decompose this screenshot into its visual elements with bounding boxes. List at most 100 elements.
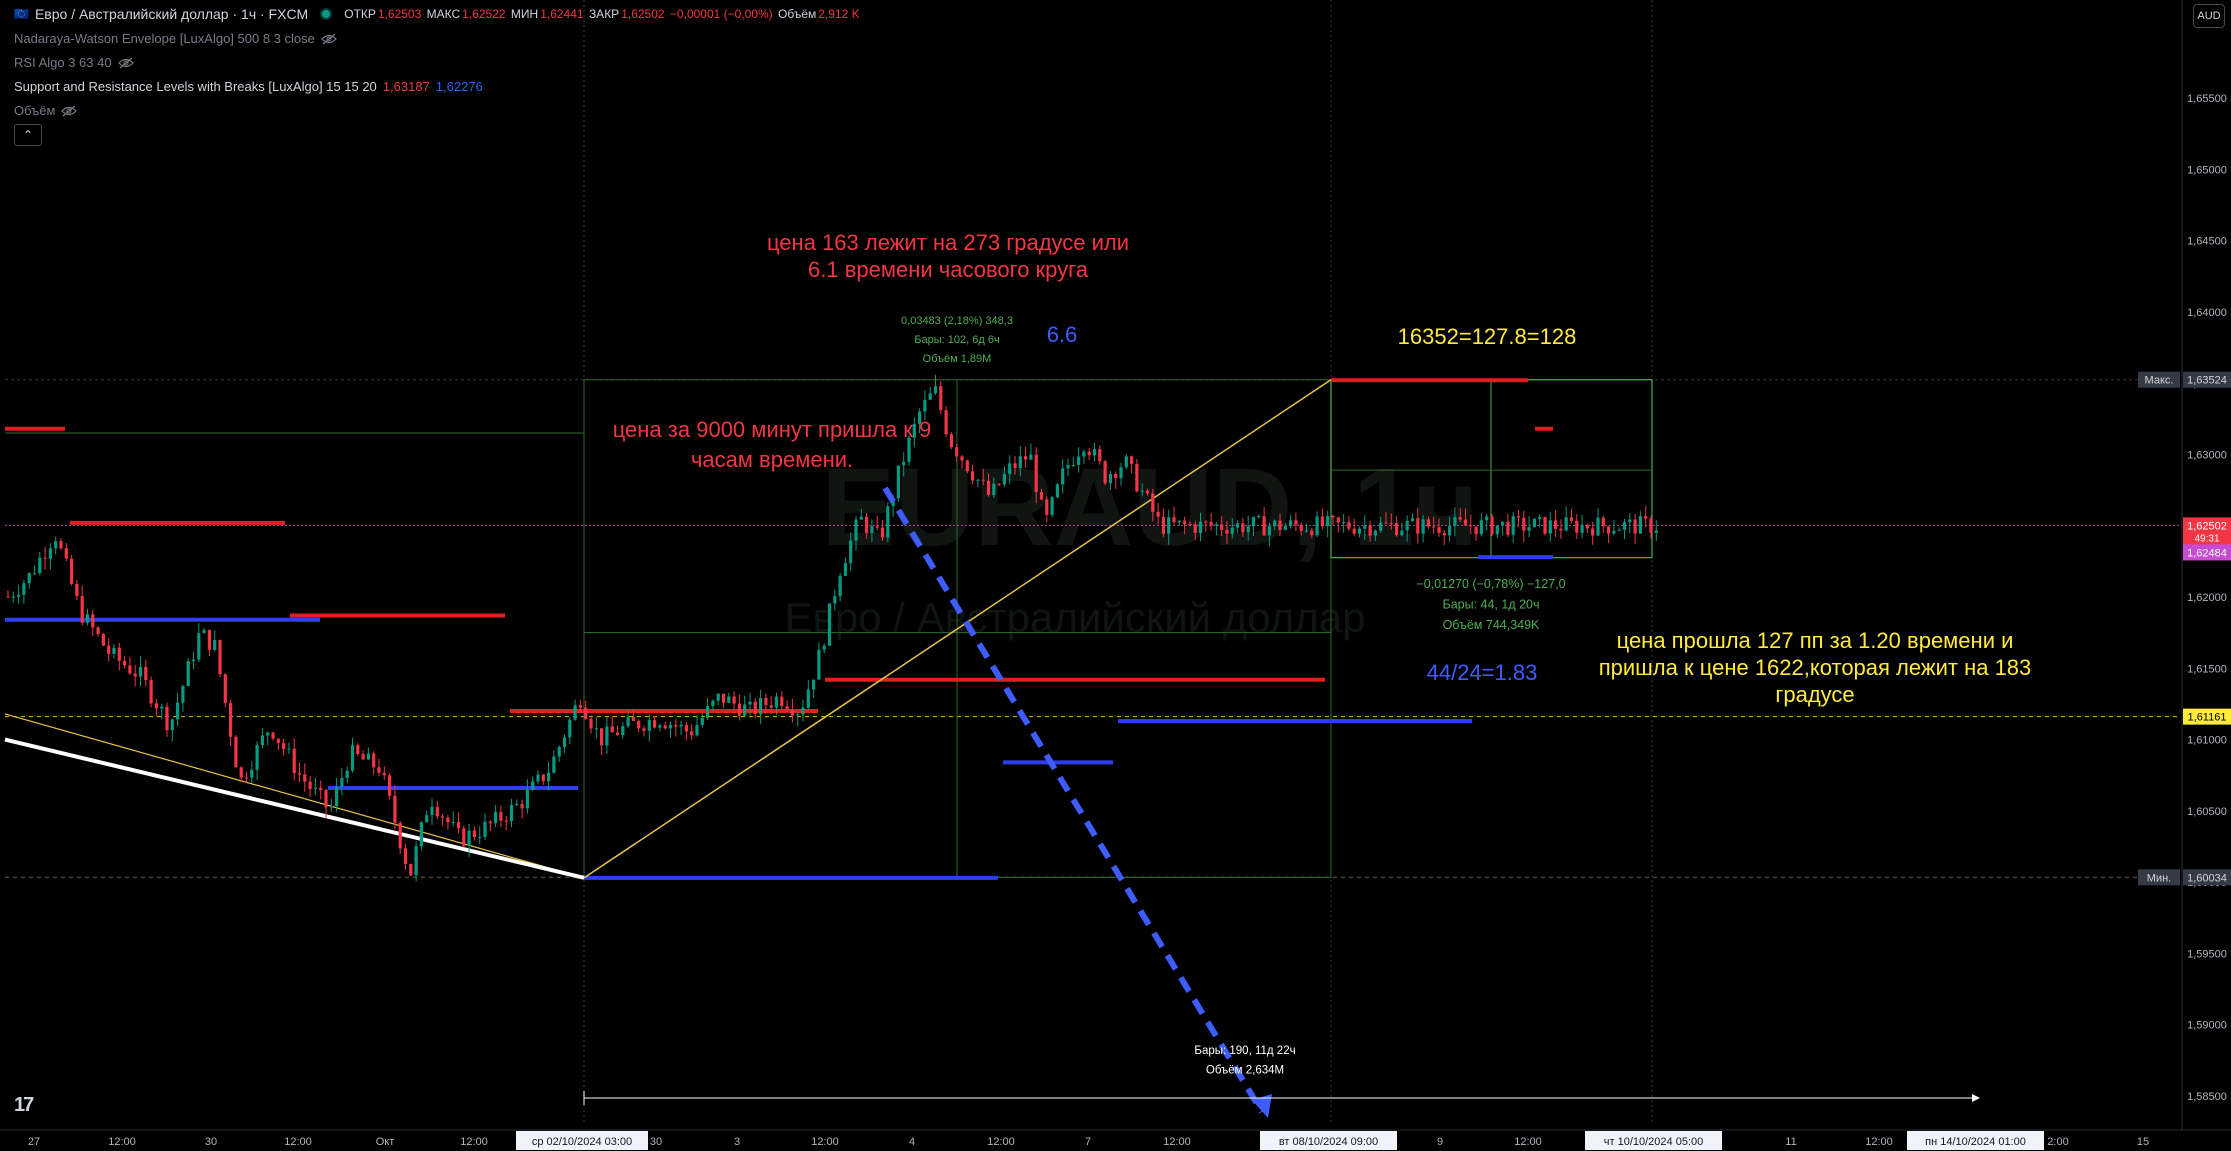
- candle: [1564, 517, 1568, 531]
- price-tick-label: 1,65500: [2187, 93, 2227, 105]
- candle: [748, 701, 752, 705]
- candle: [1554, 520, 1558, 529]
- candle: [96, 627, 100, 635]
- time-axis-bg: [0, 1130, 2231, 1151]
- candle: [1601, 517, 1605, 527]
- candle: [255, 745, 259, 770]
- candle: [1437, 527, 1441, 533]
- candle: [626, 717, 630, 727]
- candle: [562, 737, 567, 747]
- price-tag-name-bg: [2138, 371, 2180, 388]
- candle: [388, 775, 392, 796]
- candle: [600, 728, 604, 746]
- candle: [356, 745, 360, 755]
- high-label: МАКС: [426, 7, 461, 21]
- stats-label: Объём 2,634M: [1206, 1065, 1284, 1077]
- currency-button[interactable]: AUD: [2193, 4, 2225, 28]
- candle: [1087, 451, 1091, 456]
- candle: [801, 707, 805, 715]
- candle: [547, 772, 551, 782]
- candle: [605, 726, 609, 746]
- candle: [536, 774, 540, 782]
- candle: [1495, 525, 1499, 535]
- candle: [186, 661, 190, 687]
- candle: [515, 803, 519, 805]
- hidden-eye-icon[interactable]: [61, 105, 78, 117]
- hidden-eye-icon[interactable]: [321, 33, 337, 45]
- candle: [865, 516, 869, 534]
- candle: [91, 614, 95, 628]
- candle: [1628, 519, 1632, 523]
- candle: [1543, 517, 1547, 534]
- candle: [525, 789, 529, 809]
- indicator-volume[interactable]: Объём: [14, 103, 78, 118]
- price-tick-label: 1,59000: [2187, 1020, 2227, 1032]
- candle: [377, 767, 381, 773]
- candle: [478, 836, 482, 838]
- candle: [732, 696, 736, 704]
- symbol-title[interactable]: Евро / Австралийский доллар · 1ч · FXCM: [34, 6, 309, 22]
- price-tag-value: 1,61161: [2188, 712, 2227, 724]
- candle: [1246, 526, 1250, 533]
- candle: [1342, 522, 1346, 524]
- candle: [112, 647, 116, 654]
- indicator-sr-levels[interactable]: Support and Resistance Levels with Break…: [14, 79, 483, 94]
- candle: [1077, 456, 1081, 465]
- candle: [1363, 525, 1367, 529]
- candle: [806, 689, 810, 708]
- candle: [197, 633, 201, 660]
- indicator-rsi[interactable]: RSI Algo 3 63 40: [14, 55, 134, 70]
- candle: [202, 629, 206, 634]
- candle: [690, 731, 694, 736]
- chart-annotation: цена за 9000 минут пришла к 9: [613, 417, 932, 442]
- candle: [653, 720, 657, 728]
- candle: [266, 732, 270, 736]
- tradingview-logo[interactable]: 17: [14, 1094, 34, 1116]
- candle: [308, 781, 312, 789]
- candle: [578, 705, 582, 708]
- time-range-arrow: [1972, 1094, 1980, 1102]
- candle: [488, 821, 492, 824]
- close-label: ЗАКР: [588, 7, 620, 21]
- candle: [743, 704, 747, 716]
- collapse-legend-button[interactable]: ⌃: [14, 124, 42, 146]
- candle: [1177, 520, 1181, 523]
- stats-label: Объём 744,349K: [1443, 618, 1540, 632]
- candle: [764, 697, 768, 706]
- candle: [827, 603, 832, 646]
- candle: [1490, 516, 1494, 535]
- candle: [838, 575, 842, 597]
- candle: [949, 434, 953, 448]
- candle: [1055, 484, 1059, 498]
- indicator-nadaraya[interactable]: Nadaraya-Watson Envelope [LuxAlgo] 500 8…: [14, 31, 337, 46]
- candle: [663, 725, 667, 729]
- time-tick-label: 12:00: [1163, 1136, 1191, 1148]
- candle: [647, 720, 651, 731]
- candle: [1432, 526, 1436, 528]
- candle: [128, 665, 132, 674]
- candle: [1098, 449, 1102, 462]
- candle: [17, 594, 21, 597]
- chart-annotation: градусе: [1775, 682, 1854, 707]
- candle: [398, 822, 402, 849]
- time-tick-label: 12:00: [108, 1136, 136, 1148]
- candle: [918, 411, 922, 424]
- time-tick-label: 12:00: [1865, 1136, 1893, 1148]
- candles: [6, 374, 1658, 882]
- candle: [297, 773, 302, 775]
- candle: [1373, 530, 1377, 536]
- price-tag: [2183, 708, 2231, 725]
- time-tick-label: 11: [1785, 1136, 1796, 1148]
- candle: [1135, 463, 1139, 492]
- candle: [403, 848, 408, 864]
- candle: [1654, 530, 1658, 533]
- high-value: 1,62522: [462, 7, 506, 21]
- candle: [430, 806, 434, 816]
- candle: [1241, 523, 1245, 533]
- candle: [1283, 525, 1287, 530]
- price-tag: [2183, 517, 2231, 546]
- price-tick-label: 1,61000: [2187, 735, 2227, 747]
- candle: [329, 806, 333, 808]
- hidden-eye-icon[interactable]: [117, 57, 134, 69]
